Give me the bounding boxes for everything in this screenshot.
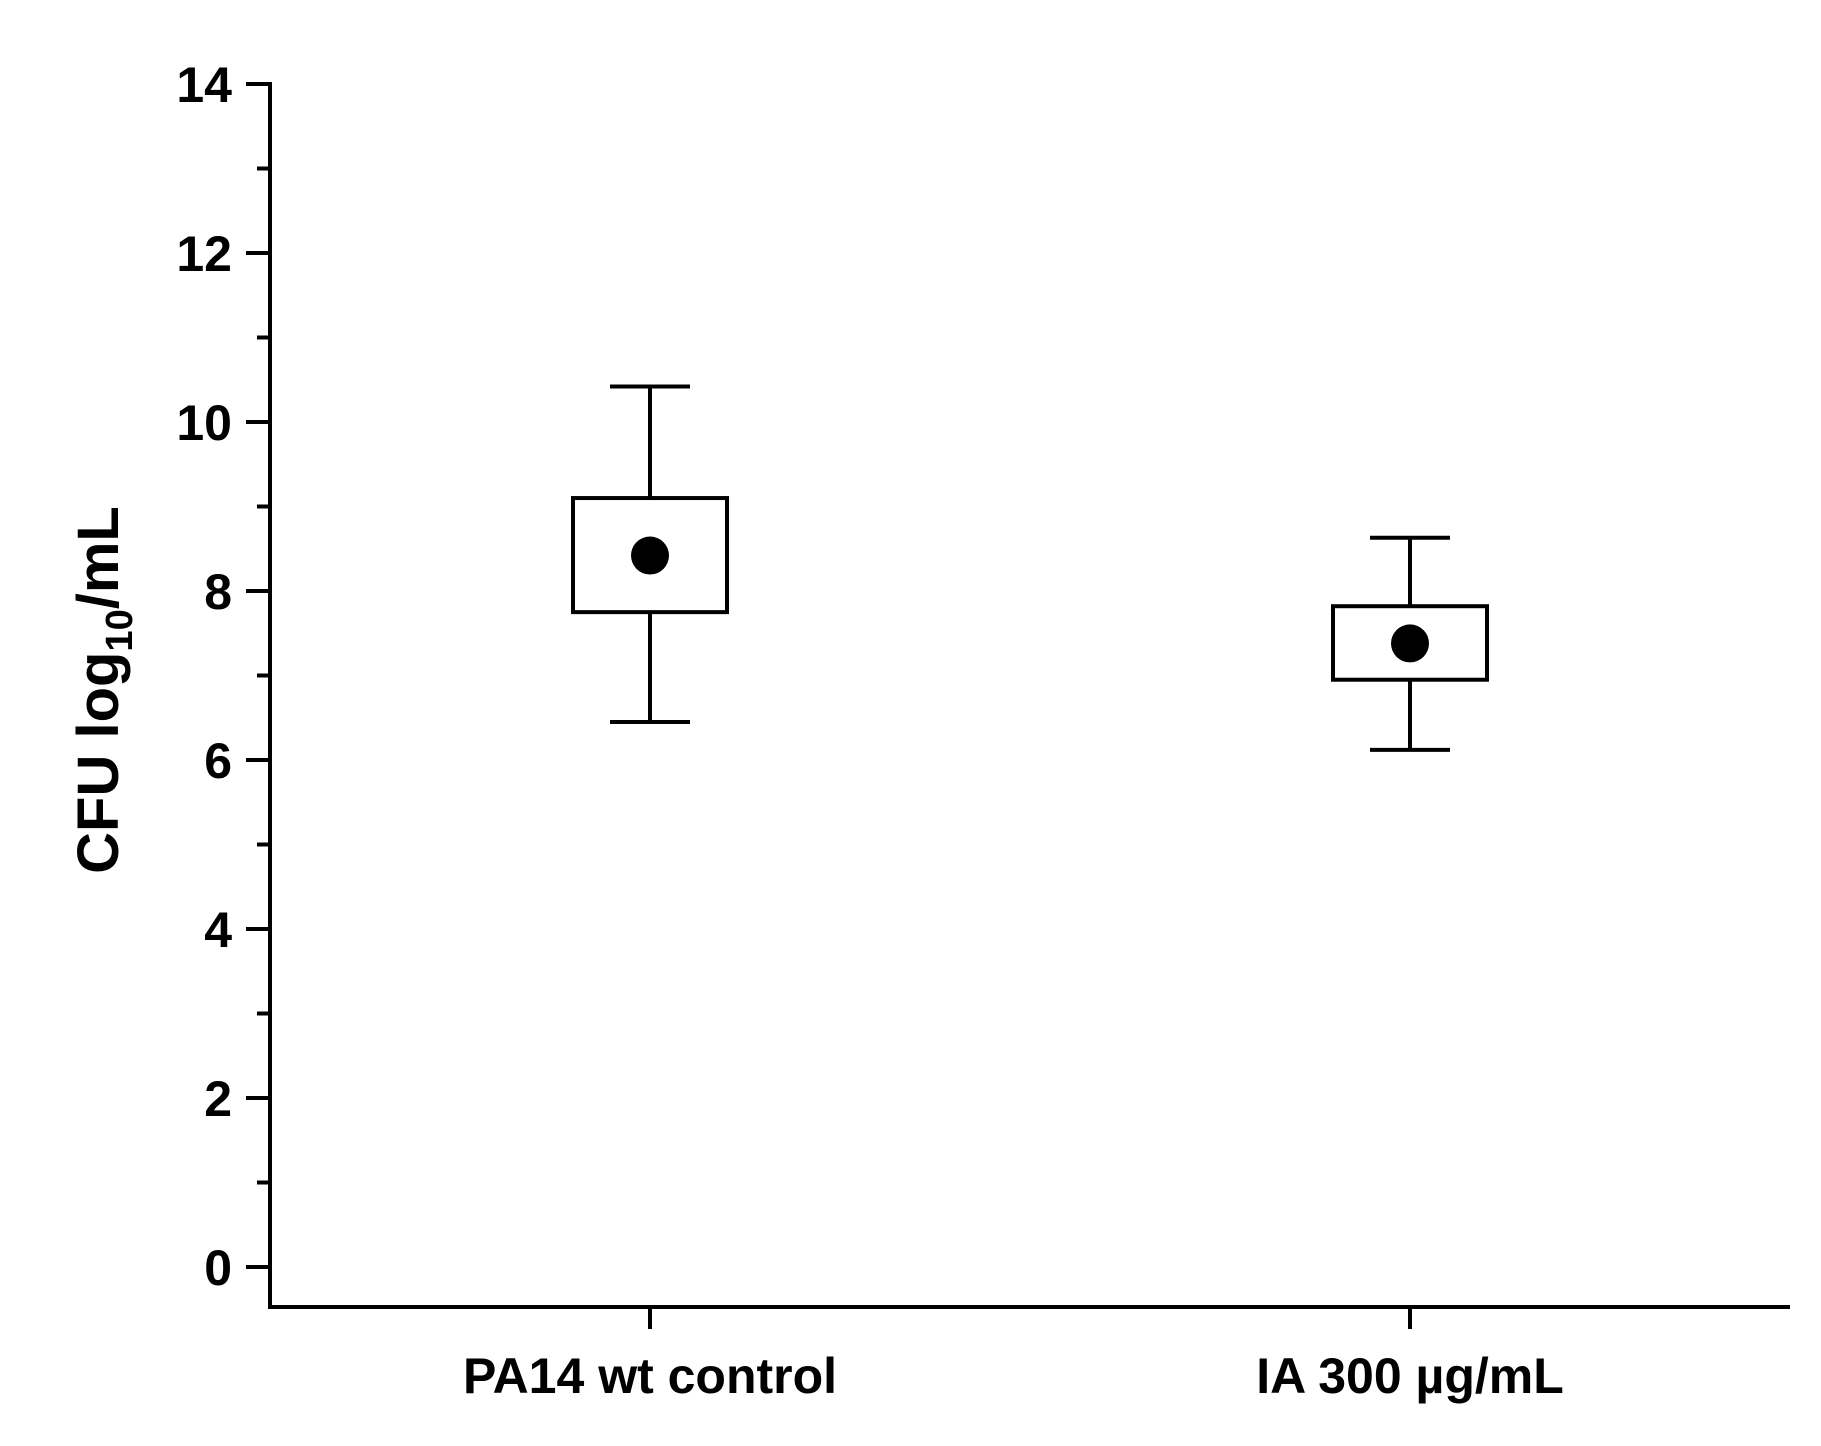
y-tick-label: 12 — [176, 226, 232, 282]
y-tick-label: 2 — [204, 1071, 232, 1127]
y-tick-label: 8 — [204, 564, 232, 620]
box-1 — [571, 384, 729, 724]
y-axis-title-subscript: 10 — [99, 609, 141, 651]
y-axis-title-main: CFU log — [66, 652, 131, 874]
y-axis-ticks: 0 2 4 6 8 10 12 14 — [176, 57, 270, 1296]
boxes-group — [571, 384, 1489, 752]
box-2 — [1331, 535, 1489, 752]
mean-marker — [631, 536, 669, 575]
axes-group — [268, 82, 1790, 1309]
y-axis-title-suffix: /mL — [66, 506, 131, 609]
mean-marker — [1391, 624, 1429, 663]
y-tick-label: 10 — [176, 395, 232, 451]
x-tick-label: PA14 wt control — [463, 1348, 837, 1404]
x-axis-labels: PA14 wt control IA 300 µg/mL — [463, 1307, 1564, 1404]
y-tick-label: 0 — [204, 1240, 232, 1296]
y-tick-label: 4 — [204, 902, 232, 958]
y-tick-label: 6 — [204, 733, 232, 789]
x-tick-label: IA 300 µg/mL — [1256, 1348, 1564, 1404]
y-tick-label: 14 — [176, 57, 232, 113]
y-axis-title: CFU log10/mL — [66, 506, 141, 874]
